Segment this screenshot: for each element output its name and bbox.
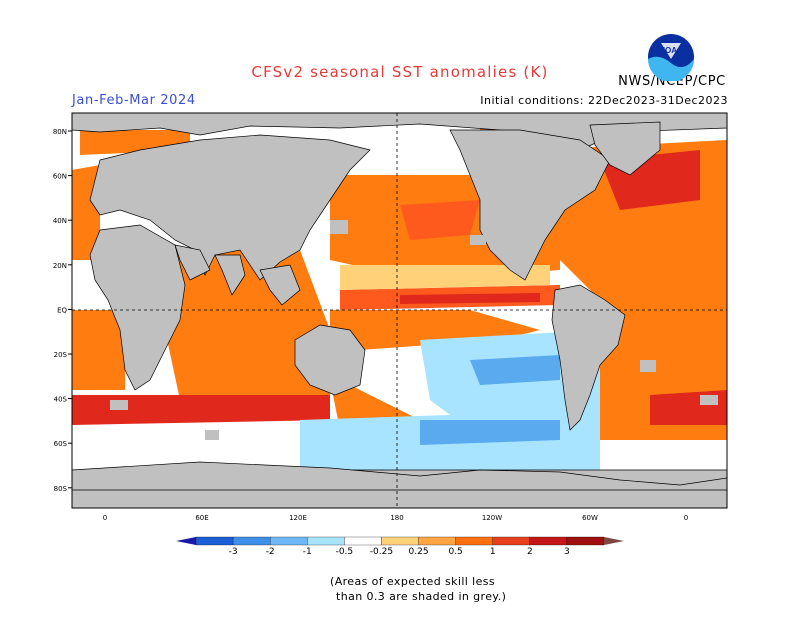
colorbar-segment (492, 536, 530, 546)
colorbar-label: 0.25 (409, 547, 429, 557)
lon-label: 60W (582, 514, 598, 522)
lat-label: 20S (54, 351, 68, 359)
cooler-southern-ocean (420, 420, 560, 445)
colorbar-segment (418, 536, 456, 546)
land-north-america (449, 129, 611, 281)
land-africa (89, 224, 186, 391)
land-india (214, 254, 246, 296)
lat-label: 40S (54, 396, 68, 404)
skill-note-line1: (Areas of expected skill less (330, 575, 496, 588)
warm-region-north-pacific-strong (400, 200, 480, 240)
land-masses (72, 113, 727, 508)
season-label: Jan-Feb-Mar 2024 (72, 93, 196, 108)
skill-note: (Areas of expected skill less than 0.3 a… (330, 574, 550, 604)
anomaly-field (72, 113, 727, 508)
colorbar-label: -3 (229, 547, 238, 557)
lat-label: 40N (53, 217, 67, 225)
agency-label: NWS/NCEP/CPC (618, 74, 726, 89)
land-south-america (551, 284, 626, 431)
lon-label: 120W (482, 514, 502, 522)
lat-label: EQ (57, 306, 67, 314)
lat-label: 80N (53, 128, 67, 136)
map-title: CFSv2 seasonal SST anomalies (K) (251, 63, 549, 81)
land-arabia (174, 244, 211, 281)
map-border (71, 112, 728, 509)
colorbar-label: 2 (527, 547, 533, 557)
colorbar-max-arrow (604, 537, 624, 545)
land-australia (294, 324, 366, 396)
colorbar-label: 0.5 (448, 547, 462, 557)
colorbar-segment (232, 536, 271, 546)
low-skill-patches (110, 220, 718, 440)
colorbar-min-arrow (176, 537, 196, 545)
colorbar: -3 -2 -1 -0.5 -0.25 0.25 0.5 1 2 3 (176, 536, 624, 557)
colorbar-segment (381, 536, 419, 546)
lat-label: 60N (53, 173, 67, 181)
latitude-labels: 80N 60N 40N 20N EQ 20S 40S 60S 80S (53, 128, 72, 493)
logo-text: NOAA (659, 46, 683, 55)
weak-warm-pacific (340, 265, 550, 290)
colorbar-label: -0.5 (336, 547, 354, 557)
lon-label: 120E (289, 514, 307, 522)
colorbar-label: -2 (266, 547, 275, 557)
lat-label: 60S (54, 440, 68, 448)
land-antarctica-edge (72, 461, 727, 491)
noaa-logo: NOAA (648, 34, 694, 81)
colorbar-label: 3 (564, 547, 570, 557)
colorbar-segment (344, 536, 382, 546)
warm-west-africa (72, 310, 125, 390)
colorbar-segment (455, 536, 493, 546)
cooler-south-pacific (470, 355, 560, 385)
longitude-labels: 0 60E 120E 180 120W 60W 0 (103, 514, 688, 522)
lon-label: 60E (195, 514, 208, 522)
land-greenland (589, 121, 661, 176)
warm-region-equatorial-core (400, 293, 540, 304)
colorbar-segment (566, 536, 605, 546)
colorbar-label: 1 (490, 547, 496, 557)
warm-band-southern-indian (72, 395, 330, 425)
colorbar-label: -1 (303, 547, 312, 557)
lon-label: 0 (684, 514, 688, 522)
lat-label: 80S (54, 485, 68, 493)
colorbar-label: -0.25 (370, 547, 393, 557)
land-southeast-asia (259, 264, 301, 306)
colorbar-segment (529, 536, 568, 546)
colorbar-segment (270, 536, 308, 546)
initial-conditions-label: Initial conditions: 22Dec2023-31Dec2023 (480, 94, 728, 107)
lon-label: 180 (390, 514, 403, 522)
colorbar-segment (307, 536, 345, 546)
lat-label: 20N (53, 262, 67, 270)
skill-note-line2: than 0.3 are shaded in grey.) (336, 590, 507, 603)
lon-label: 0 (103, 514, 107, 522)
colorbar-segment (195, 536, 234, 546)
